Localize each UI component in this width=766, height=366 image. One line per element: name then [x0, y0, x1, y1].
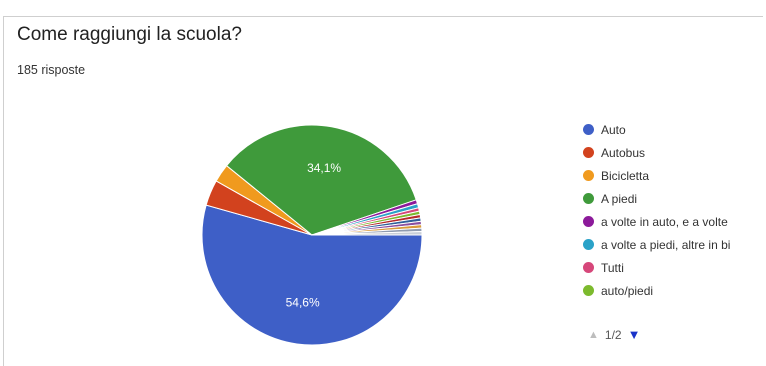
legend-dot-icon	[583, 285, 594, 296]
slice-label-3: 34,1%	[307, 161, 341, 175]
legend-item[interactable]: a volte in auto, e a volte	[583, 210, 766, 233]
legend: Auto Autobus Bicicletta A piedi a volte in a…	[583, 118, 766, 302]
legend-dot-icon	[583, 239, 594, 250]
page-indicator: 1/2	[604, 327, 622, 342]
legend-item[interactable]: a volte a piedi, altre in bi	[583, 233, 766, 256]
legend-label: Bicicletta	[601, 168, 650, 183]
legend-item[interactable]: Auto	[583, 118, 766, 141]
legend-dot-icon	[583, 262, 594, 273]
legend-item[interactable]: Bicicletta	[583, 164, 766, 187]
legend-pager: ▲ 1/2 ▼	[588, 327, 640, 342]
legend-dot-icon	[583, 170, 594, 181]
legend-label: auto/piedi	[601, 283, 654, 298]
previous-page-icon: ▲	[588, 328, 599, 341]
legend-item[interactable]: auto/piedi	[583, 279, 766, 302]
legend-item[interactable]: Tutti	[583, 256, 766, 279]
pie-slice-0	[201, 204, 423, 346]
legend-dot-icon	[583, 216, 594, 227]
legend-item[interactable]: Autobus	[583, 141, 766, 164]
legend-dot-icon	[583, 147, 594, 158]
legend-label: a volte in auto, e a volte	[601, 214, 728, 229]
question-title: Come raggiungi la scuola?	[17, 24, 242, 45]
next-page-icon[interactable]: ▼	[627, 327, 641, 342]
legend-item[interactable]: A piedi	[583, 187, 766, 210]
legend-label: A piedi	[601, 191, 638, 206]
legend-label: Auto	[601, 122, 626, 137]
pie-slice-13	[311, 231, 423, 236]
legend-label: Tutti	[601, 260, 624, 275]
legend-label: a volte a piedi, altre in bi	[601, 237, 731, 252]
legend-dot-icon	[583, 193, 594, 204]
response-count: 185 risposte	[17, 63, 86, 77]
pie-slice-3	[225, 124, 417, 236]
slice-label-0: 54,6%	[286, 296, 320, 310]
legend-label: Autobus	[601, 145, 646, 160]
legend-dot-icon	[583, 124, 594, 135]
